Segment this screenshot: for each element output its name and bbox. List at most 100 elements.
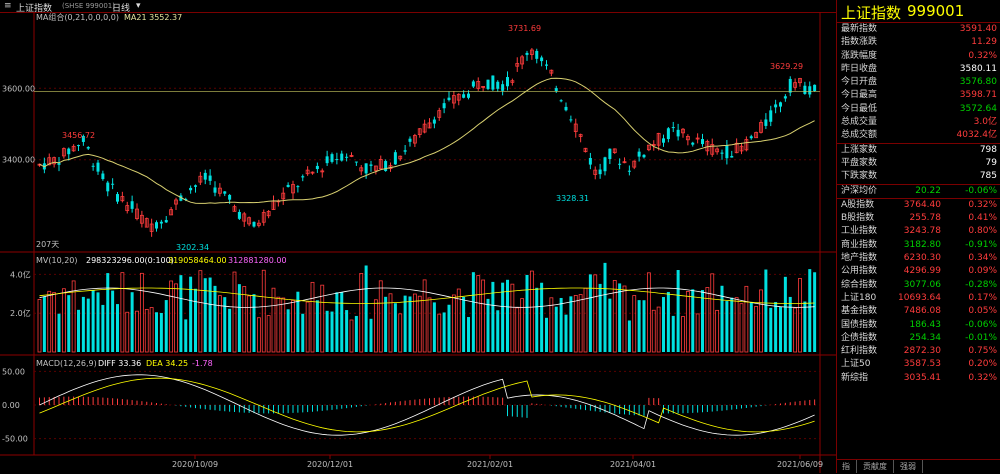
candle-body	[520, 56, 525, 65]
candle-body	[769, 110, 773, 122]
candle-body	[646, 144, 651, 151]
volume-bar	[769, 307, 773, 352]
volume-bar	[408, 296, 412, 352]
menu-icon[interactable]: ≡	[4, 1, 12, 11]
tab-strength[interactable]: 强弱	[894, 460, 923, 473]
quote-value: 4032.4亿	[956, 130, 998, 141]
volume-bar	[310, 281, 315, 353]
volume-bar	[520, 298, 525, 353]
candle-body	[359, 167, 364, 172]
candle-body	[52, 157, 57, 165]
candle-body	[774, 104, 778, 108]
annotation-high: 3456.72	[62, 131, 95, 140]
candle-body	[378, 159, 383, 170]
chevron-down-icon[interactable]: ▾	[136, 1, 141, 11]
candle-body	[208, 175, 212, 181]
candle-body	[247, 217, 252, 225]
tab-index[interactable]: 指	[836, 460, 857, 473]
volume-bar	[252, 294, 256, 352]
candle-body	[618, 163, 622, 165]
candle-body	[442, 103, 446, 109]
quote-code: 999001	[907, 2, 965, 20]
quote-row: 指数涨跌 11.29	[837, 36, 1000, 49]
breadth-label: 上涨家数	[841, 144, 878, 155]
volume-bar	[373, 299, 378, 353]
index-label: 基金指数	[841, 306, 878, 317]
volume-bar	[681, 316, 685, 353]
volume-bar	[744, 285, 749, 353]
breadth-value: 79	[985, 157, 997, 168]
mv10-line	[39, 287, 815, 308]
candle-body	[120, 196, 125, 202]
candle-body	[578, 134, 583, 137]
index-label: 工业指数	[841, 226, 878, 237]
volume-bar	[359, 273, 364, 353]
candle-body	[783, 96, 787, 99]
index-price: 255.78	[909, 213, 942, 224]
date-axis-label: 2020/10/09	[172, 460, 218, 469]
volume-bar	[793, 307, 798, 353]
index-row: B股指数 255.78 0.41%	[837, 212, 1000, 225]
quote-label: 昨日收盘	[841, 63, 878, 74]
volume-bar	[125, 311, 130, 353]
candle-body	[242, 213, 247, 222]
candle-body	[681, 128, 685, 134]
candle-body	[252, 221, 256, 227]
candle-body	[622, 161, 627, 164]
candle-body	[603, 157, 607, 172]
mv-legend-value: 319058464.00	[168, 256, 227, 265]
volume-bar	[320, 284, 325, 353]
volume-bar	[184, 319, 188, 352]
annotation-high: 3629.29	[770, 62, 803, 71]
security-code: (SHSE 999001)	[62, 2, 115, 10]
macd-series	[39, 374, 816, 436]
candle-body	[393, 152, 397, 165]
volume-bar	[506, 279, 509, 352]
candle-body	[213, 187, 217, 193]
index-value: 0.20%	[968, 359, 997, 370]
candle-body	[189, 187, 193, 191]
candle-body	[130, 201, 134, 209]
tab-contribution[interactable]: 贡献度	[857, 460, 894, 473]
kline-chart[interactable]: 3600.00 3400.00 4.0亿 2.0亿 50.00 0.00 -50.00 202…	[0, 12, 836, 473]
quote-row: 今日最低 3572.64	[837, 103, 1000, 116]
candle-body	[335, 159, 339, 161]
volume-bar	[42, 296, 46, 352]
candle-body	[384, 161, 388, 171]
candle-body	[47, 157, 52, 166]
candle-body	[656, 132, 661, 146]
quote-label: 总成交额	[841, 130, 878, 141]
volume-bar	[588, 274, 592, 352]
volume-bar	[354, 315, 358, 352]
candle-body	[813, 84, 817, 92]
volume-bar	[198, 270, 203, 353]
candle-body	[217, 187, 222, 194]
index-price: 3035.41	[903, 372, 941, 383]
volume-bar	[242, 286, 247, 353]
period-selector[interactable]: 日线	[112, 4, 131, 14]
candle-body	[545, 64, 548, 66]
candle-body	[96, 162, 100, 172]
index-value: 0.34%	[968, 253, 997, 264]
quote-row: 总成交额 4032.4亿	[837, 129, 1000, 142]
volume-bar	[315, 300, 319, 352]
volume-bar	[91, 290, 95, 352]
volume-bar	[549, 297, 554, 353]
index-price: 2872.30	[903, 346, 941, 357]
candle-body	[642, 154, 646, 158]
index-price: 186.43	[909, 319, 942, 330]
candle-body	[81, 136, 85, 142]
volume-bar	[144, 308, 149, 353]
candle-body	[266, 211, 271, 217]
volume-bar	[291, 300, 295, 353]
index-value: 0.75%	[968, 346, 997, 357]
annotation-peak: 3731.69	[508, 24, 541, 33]
candle-body	[125, 205, 130, 212]
candle-body	[310, 171, 315, 174]
volume-bar	[155, 312, 158, 352]
volume-series	[37, 262, 817, 353]
candle-body	[476, 81, 481, 89]
candle-body	[754, 132, 759, 139]
index-value: 0.17%	[968, 292, 997, 303]
volume-axis-label: 2.0亿	[10, 308, 31, 318]
